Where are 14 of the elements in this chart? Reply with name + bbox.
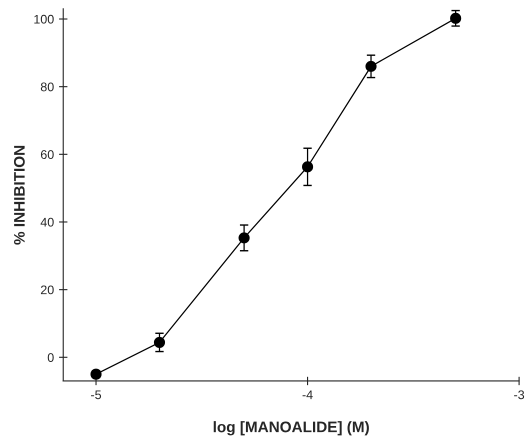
point [238, 232, 250, 244]
y-tick-label: 0 [48, 353, 54, 362]
x-axis-title: log [MANOALIDE] (M) [214, 421, 369, 436]
y-tick-label: 100 [34, 14, 54, 24]
point [154, 336, 166, 348]
y-tick-label: 80 [40, 82, 54, 92]
x-tick-label: -4 [302, 390, 313, 400]
y-tick-label: 60 [40, 150, 54, 159]
x-tick-label: -3 [514, 390, 524, 400]
y-tick-label: 40 [40, 218, 54, 227]
x-tick-label: -5 [91, 390, 102, 400]
point [302, 161, 314, 172]
y-tick-label: 20 [40, 285, 54, 294]
y-axis-title: % INHIBITION [14, 146, 25, 245]
